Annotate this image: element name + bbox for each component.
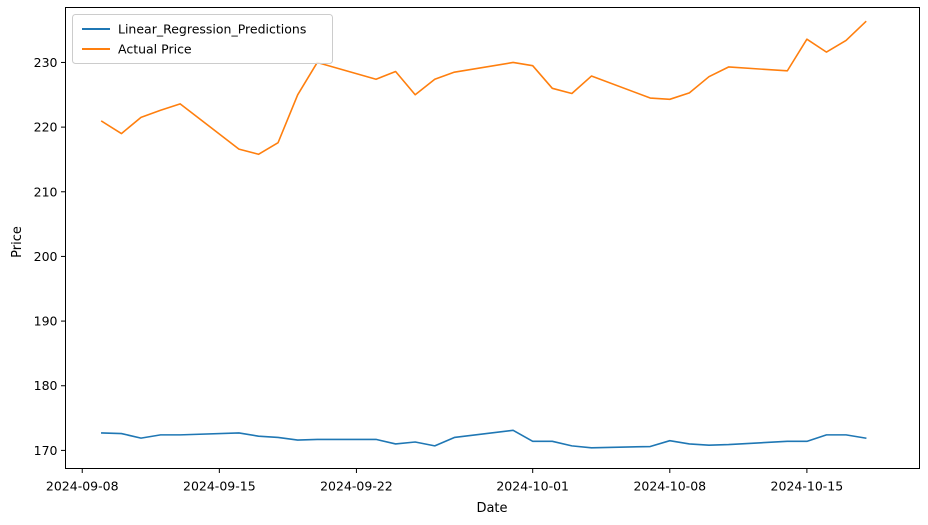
data-point-linear-regression-predictions [669,440,671,442]
data-point-actual-price [728,66,730,68]
y-tick-label: 170 [34,443,58,458]
data-point-actual-price [375,78,377,80]
data-point-actual-price [434,78,436,80]
data-point-actual-price [708,76,710,78]
y-tick-label: 180 [34,378,58,393]
y-tick-label: 220 [34,120,58,135]
data-point-actual-price [395,71,397,73]
data-point-linear-regression-predictions [689,443,691,445]
data-point-linear-regression-predictions [414,441,416,443]
data-point-linear-regression-predictions [591,447,593,449]
data-point-actual-price [512,62,514,64]
data-point-linear-regression-predictions [160,434,162,436]
data-point-linear-regression-predictions [434,445,436,447]
data-point-linear-regression-predictions [845,434,847,436]
data-point-linear-regression-predictions [316,439,318,441]
data-point-linear-regression-predictions [787,441,789,443]
x-tick-label: 2024-09-22 [320,479,393,494]
data-point-actual-price [649,97,651,99]
data-point-linear-regression-predictions [826,434,828,436]
data-point-linear-regression-predictions [277,437,279,439]
legend-label-linear-regression: Linear_Regression_Predictions [118,22,306,37]
data-point-actual-price [591,75,593,77]
data-point-linear-regression-predictions [532,441,534,443]
data-point-linear-regression-predictions [649,446,651,448]
x-axis-label: Date [476,501,507,516]
data-point-linear-regression-predictions [806,441,808,443]
y-axis-label: Price [10,226,25,258]
data-point-actual-price [101,121,103,123]
data-point-actual-price [160,110,162,112]
axis-ticks: 2024-09-08 2024-09-15 2024-09-22 2024-10-01… [34,55,844,494]
data-point-linear-regression-predictions [179,434,181,436]
series-line-linear-regression-predictions [101,429,867,449]
data-point-linear-regression-predictions [238,432,240,434]
x-tick-label: 2024-10-01 [496,479,569,494]
data-point-linear-regression-predictions [571,445,573,447]
data-point-actual-price [571,93,573,95]
data-point-linear-regression-predictions [551,441,553,443]
data-point-actual-price [532,65,534,67]
series-lines [100,20,867,449]
data-point-actual-price [689,92,691,94]
data-point-linear-regression-predictions [121,433,123,435]
data-point-actual-price [277,142,279,144]
data-point-linear-regression-predictions [708,444,710,446]
data-point-linear-regression-predictions [101,432,103,434]
data-point-linear-regression-predictions [140,437,142,439]
data-point-linear-regression-predictions [297,439,299,441]
data-point-linear-regression-predictions [375,439,377,441]
data-point-linear-regression-predictions [865,437,867,439]
data-point-actual-price [258,153,260,155]
y-tick-label: 190 [34,314,58,329]
x-tick-label: 2024-09-15 [183,479,256,494]
legend: Linear_Regression_Predictions Actual Pri… [72,14,333,64]
data-point-actual-price [454,71,456,73]
legend-box [72,14,333,64]
data-point-linear-regression-predictions [395,443,397,445]
y-tick-label: 200 [34,249,58,264]
data-point-actual-price [297,94,299,96]
data-point-actual-price [551,88,553,90]
data-point-actual-price [414,94,416,96]
data-point-linear-regression-predictions [512,430,514,432]
x-tick-label: 2024-10-08 [633,479,706,494]
data-point-actual-price [179,103,181,105]
legend-label-actual-price: Actual Price [118,42,192,57]
data-point-actual-price [121,133,123,135]
data-point-actual-price [845,40,847,42]
data-point-actual-price [238,148,240,150]
y-tick-label: 210 [34,184,58,199]
data-point-actual-price [806,38,808,40]
data-point-actual-price [787,70,789,72]
data-point-actual-price [140,117,142,119]
data-point-actual-price [669,99,671,101]
data-point-linear-regression-predictions [454,437,456,439]
x-tick-label: 2024-10-15 [771,479,844,494]
data-point-actual-price [826,51,828,53]
series-line-actual-price [100,20,867,156]
y-tick-label: 230 [34,55,58,70]
data-point-actual-price [865,21,867,23]
data-point-linear-regression-predictions [728,444,730,446]
data-point-linear-regression-predictions [258,435,260,437]
plot-frame [65,7,920,469]
x-tick-label: 2024-09-08 [46,479,119,494]
